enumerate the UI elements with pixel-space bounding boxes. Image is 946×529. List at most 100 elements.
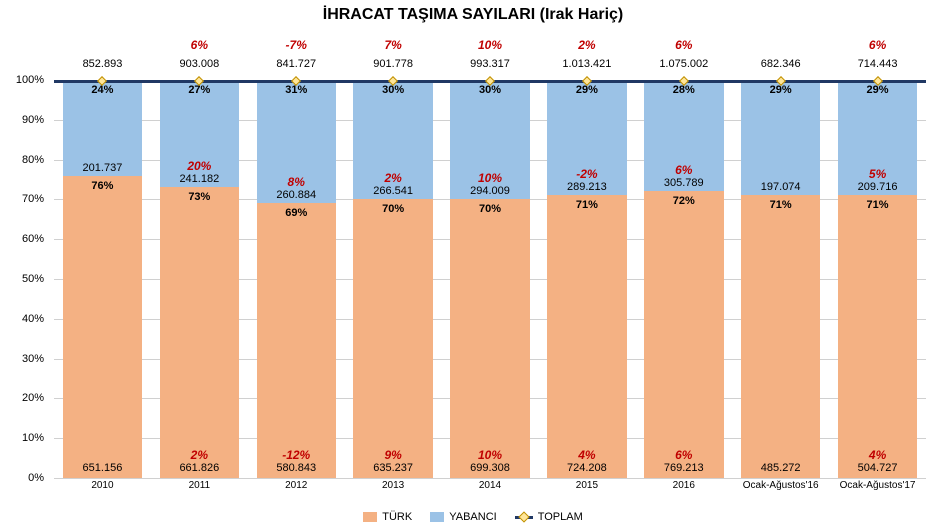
x-tick: 2010 <box>54 480 151 491</box>
total-value: 852.893 <box>54 58 151 70</box>
turk-value: 485.272 <box>741 462 820 474</box>
turk-delta: 4% <box>838 448 917 462</box>
turk-pct: 70% <box>353 203 432 215</box>
segment-turk: 76%651.156 <box>63 176 142 478</box>
turk-value: 724.208 <box>547 462 626 474</box>
total-value: 714.443 <box>829 58 926 70</box>
segment-yabanci: 28%6%305.789 <box>644 80 723 191</box>
segment-turk: 72%6%769.213 <box>644 191 723 478</box>
y-tick: 50% <box>22 273 44 285</box>
legend-yabanci: YABANCI <box>430 511 496 523</box>
legend-label-toplam: TOPLAM <box>538 511 583 523</box>
legend: TÜRK YABANCI TOPLAM <box>0 511 946 523</box>
segment-turk: 70%10%699.308 <box>450 199 529 478</box>
yabanci-pct: 27% <box>160 84 239 96</box>
gridline <box>54 478 926 479</box>
bar-group: 29%5%209.716 71% 4%504.727 <box>829 80 926 478</box>
chart-container: İHRACAT TAŞIMA SAYILARI (Irak Hariç) 6%-… <box>0 0 946 529</box>
x-tick: 2015 <box>538 480 635 491</box>
legend-label-yabanci: YABANCI <box>449 511 496 523</box>
total-delta: 6% <box>151 38 248 52</box>
segment-yabanci: 27% 20%241.182 <box>160 80 239 187</box>
yabanci-value: 241.182 <box>160 173 239 185</box>
turk-value: 504.727 <box>838 462 917 474</box>
turk-value: 580.843 <box>257 462 336 474</box>
yabanci-delta: 2% <box>353 171 432 185</box>
yabanci-delta: 20% <box>160 159 239 173</box>
bar: 27% 20%241.182 73% 2%661.826 <box>160 80 239 478</box>
segment-turk: 73% 2%661.826 <box>160 187 239 478</box>
total-delta: 2% <box>538 38 635 52</box>
bar-group: 29%-2%289.213 71% 4%724.208 <box>538 80 635 478</box>
turk-pct: 76% <box>63 180 142 192</box>
turk-value: 769.213 <box>644 462 723 474</box>
turk-pct: 71% <box>838 199 917 211</box>
totals-delta-row: 6%-7%7%10%2%6%6% <box>54 38 926 52</box>
y-axis: 0%10%20%30%40%50%60%70%80%90%100% <box>0 80 50 478</box>
bar: 30%10%294.00970%10%699.308 <box>450 80 529 478</box>
yabanci-pct: 31% <box>257 84 336 96</box>
y-tick: 80% <box>22 154 44 166</box>
segment-yabanci: 29%5%209.716 <box>838 80 917 195</box>
yabanci-delta: -2% <box>547 167 626 181</box>
y-tick: 30% <box>22 353 44 365</box>
turk-value: 635.237 <box>353 462 432 474</box>
legend-label-turk: TÜRK <box>382 511 412 523</box>
bar-group: 24% 201.737 76%651.156 <box>54 80 151 478</box>
turk-pct: 73% <box>160 191 239 203</box>
legend-toplam: TOPLAM <box>515 511 583 523</box>
bar-group: 29%197.074 71% 485.272 <box>732 80 829 478</box>
y-tick: 70% <box>22 193 44 205</box>
turk-pct: 71% <box>741 199 820 211</box>
y-tick: 60% <box>22 233 44 245</box>
yabanci-delta: 6% <box>644 163 723 177</box>
bar: 31%8%260.88469%-12%580.843 <box>257 80 336 478</box>
x-tick: 2016 <box>635 480 732 491</box>
bar: 29%5%209.716 71% 4%504.727 <box>838 80 917 478</box>
total-delta: 7% <box>345 38 442 52</box>
segment-turk: 71% 4%724.208 <box>547 195 626 478</box>
turk-delta: 4% <box>547 448 626 462</box>
y-tick: 20% <box>22 392 44 404</box>
bar-group: 30%2%266.54170%9%635.237 <box>345 80 442 478</box>
legend-swatch-turk <box>363 512 377 522</box>
segment-yabanci: 29%-2%289.213 <box>547 80 626 195</box>
total-delta: 10% <box>442 38 539 52</box>
turk-delta: 9% <box>353 448 432 462</box>
turk-delta: 2% <box>160 448 239 462</box>
plot-area: 24%201.73776%651.15627%20%241.18273%2%66… <box>54 80 926 478</box>
turk-pct: 72% <box>644 195 723 207</box>
total-value: 1.013.421 <box>538 58 635 70</box>
y-tick: 10% <box>22 432 44 444</box>
turk-pct: 70% <box>450 203 529 215</box>
yabanci-value: 305.789 <box>644 177 723 189</box>
total-value: 682.346 <box>732 58 829 70</box>
legend-swatch-yabanci <box>430 512 444 522</box>
y-tick: 100% <box>16 74 44 86</box>
x-tick: 2014 <box>442 480 539 491</box>
chart-title: İHRACAT TAŞIMA SAYILARI (Irak Hariç) <box>0 0 946 24</box>
total-delta: -7% <box>248 38 345 52</box>
turk-value: 699.308 <box>450 462 529 474</box>
yabanci-value: 201.737 <box>63 162 142 174</box>
yabanci-delta: 5% <box>838 167 917 181</box>
segment-turk: 69%-12%580.843 <box>257 203 336 478</box>
total-value: 841.727 <box>248 58 345 70</box>
yabanci-value: 209.716 <box>838 181 917 193</box>
bar-group: 30%10%294.00970%10%699.308 <box>442 80 539 478</box>
bars: 24%201.73776%651.15627%20%241.18273%2%66… <box>54 80 926 478</box>
total-value: 901.778 <box>345 58 442 70</box>
segment-yabanci: 24% 201.737 <box>63 80 142 176</box>
total-delta: 6% <box>635 38 732 52</box>
bar-group: 27% 20%241.182 73% 2%661.826 <box>151 80 248 478</box>
y-tick: 90% <box>22 114 44 126</box>
segment-turk: 71% 485.272 <box>741 195 820 478</box>
turk-pct: 71% <box>547 199 626 211</box>
turk-value: 661.826 <box>160 462 239 474</box>
total-value: 903.008 <box>151 58 248 70</box>
segment-yabanci: 29%197.074 <box>741 80 820 195</box>
yabanci-value: 260.884 <box>257 189 336 201</box>
yabanci-pct: 24% <box>63 84 142 96</box>
yabanci-value: 294.009 <box>450 185 529 197</box>
turk-pct: 69% <box>257 207 336 219</box>
